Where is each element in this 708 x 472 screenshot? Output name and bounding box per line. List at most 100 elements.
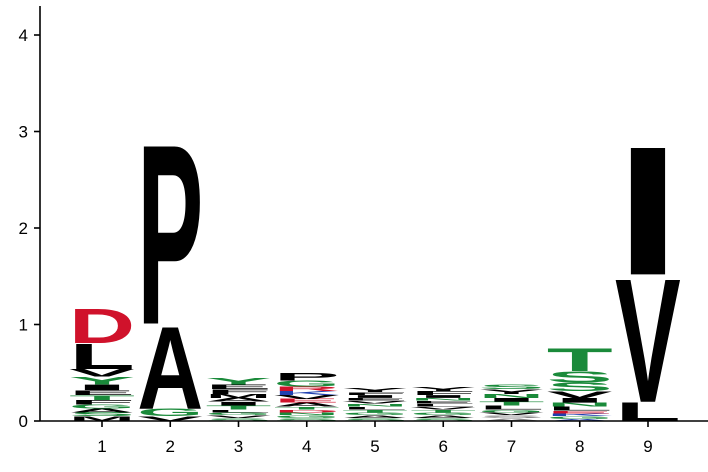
- logo-letter: S: [274, 417, 340, 421]
- logo-letter: T: [479, 401, 545, 407]
- logo-letter: V: [410, 406, 476, 410]
- logo-letter: F: [410, 390, 476, 396]
- y-tick-label: 2: [19, 219, 28, 238]
- x-tick-label: 1: [97, 437, 106, 456]
- logo-letter: A: [69, 407, 135, 413]
- logo-letter: N: [342, 403, 408, 408]
- logo-letter: S: [479, 383, 545, 390]
- x-tick-label: 5: [370, 437, 379, 456]
- logo-letter: S: [206, 417, 272, 421]
- logo-letter: G: [479, 409, 545, 413]
- logo-letter: D: [69, 298, 135, 354]
- logo-letter: S: [547, 368, 613, 386]
- logo-letter: A: [479, 417, 545, 422]
- logo-letter: V: [137, 415, 203, 422]
- logo-letter: A: [342, 414, 408, 419]
- logo-letter: R: [274, 385, 340, 393]
- logo-letter: L: [342, 406, 408, 410]
- logo-letter: L: [410, 403, 476, 407]
- logo-letter: E: [342, 397, 408, 401]
- logo-letter: V: [479, 412, 545, 416]
- logo-letter: N: [410, 397, 476, 402]
- logo-stacks: MSAGFTEIYVLDVGAPSVGLTIAMFEYSGNDTAEVKRGPS…: [69, 93, 681, 440]
- logo-letter: E: [274, 398, 340, 404]
- y-tick-label: 4: [19, 26, 28, 45]
- logo-letter: F: [69, 399, 135, 406]
- logo-letter: F: [206, 388, 272, 395]
- x-tick-label: 2: [166, 437, 175, 456]
- logo-letter: T: [206, 405, 272, 411]
- logo-letter: I: [69, 383, 135, 392]
- logo-letter: V: [69, 367, 135, 379]
- logo-letter: N: [274, 412, 340, 417]
- y-tick-label: 3: [19, 123, 28, 142]
- logo-letter: K: [547, 413, 613, 418]
- logo-letter: E: [69, 389, 135, 396]
- logo-letter: I: [615, 108, 681, 313]
- x-tick-label: 4: [302, 437, 311, 456]
- logo-letter: F: [342, 391, 408, 395]
- logo-letter: A: [410, 414, 476, 419]
- logo-letter: G: [69, 404, 135, 410]
- logo-letter: T: [547, 342, 613, 378]
- logo-letter: T: [274, 406, 340, 410]
- logo-letter: G: [342, 412, 408, 416]
- logo-letter: A: [547, 419, 613, 422]
- logo-letter: D: [274, 409, 340, 414]
- logo-letter: V: [206, 414, 272, 418]
- logo-letter: Y: [206, 376, 272, 387]
- logo-letter: I: [479, 397, 545, 403]
- logo-letter: L: [206, 409, 272, 413]
- logo-letter: S: [342, 417, 408, 421]
- logo-letter: V: [342, 400, 408, 404]
- logo-letter: S: [410, 417, 476, 421]
- x-tick-label: 7: [507, 437, 516, 456]
- logo-letter: S: [69, 411, 135, 417]
- logo-letter: S: [479, 414, 545, 418]
- logo-stack-position-9: LVI: [615, 108, 681, 440]
- logo-letter: T: [69, 394, 135, 401]
- logo-letter: L: [69, 337, 135, 377]
- logo-letter: A: [137, 302, 203, 434]
- logo-letter: T: [410, 409, 476, 413]
- logo-letter: E: [410, 400, 476, 404]
- x-tick-label: 6: [439, 437, 448, 456]
- logo-letter: K: [274, 390, 340, 396]
- logo-letter: V: [615, 242, 681, 440]
- logo-letter: V: [547, 389, 613, 399]
- logo-letter: M: [69, 415, 135, 423]
- logo-letter: Y: [410, 386, 476, 392]
- logo-letter: I: [206, 401, 272, 407]
- logo-letter: T: [342, 409, 408, 413]
- logo-letter: G: [274, 379, 340, 388]
- logo-letter: M: [206, 393, 272, 399]
- logo-letter: P: [137, 93, 203, 379]
- logo-letter: N: [547, 402, 613, 408]
- logo-letter: A: [206, 397, 272, 403]
- x-tick-label: 8: [575, 437, 584, 456]
- logo-letter: V: [274, 394, 340, 400]
- logo-letter: G: [547, 415, 613, 419]
- logo-letter: I: [410, 394, 476, 399]
- x-tick-label: 3: [234, 437, 243, 456]
- logo-letter: P: [274, 371, 340, 383]
- logo-letter: E: [206, 383, 272, 390]
- y-axis-ticks: 0 1 2 3 4: [19, 26, 40, 431]
- logo-letter: A: [274, 402, 340, 408]
- logo-letter: I: [342, 394, 408, 399]
- y-tick-label: 0: [19, 412, 28, 431]
- logo-letter: S: [547, 380, 613, 394]
- logo-letter: Y: [479, 388, 545, 395]
- logo-letter: G: [137, 406, 203, 418]
- logo-letter: N: [479, 393, 545, 399]
- x-axis-ticks: 1 2 3 4 5 6 7 8 9: [97, 421, 653, 456]
